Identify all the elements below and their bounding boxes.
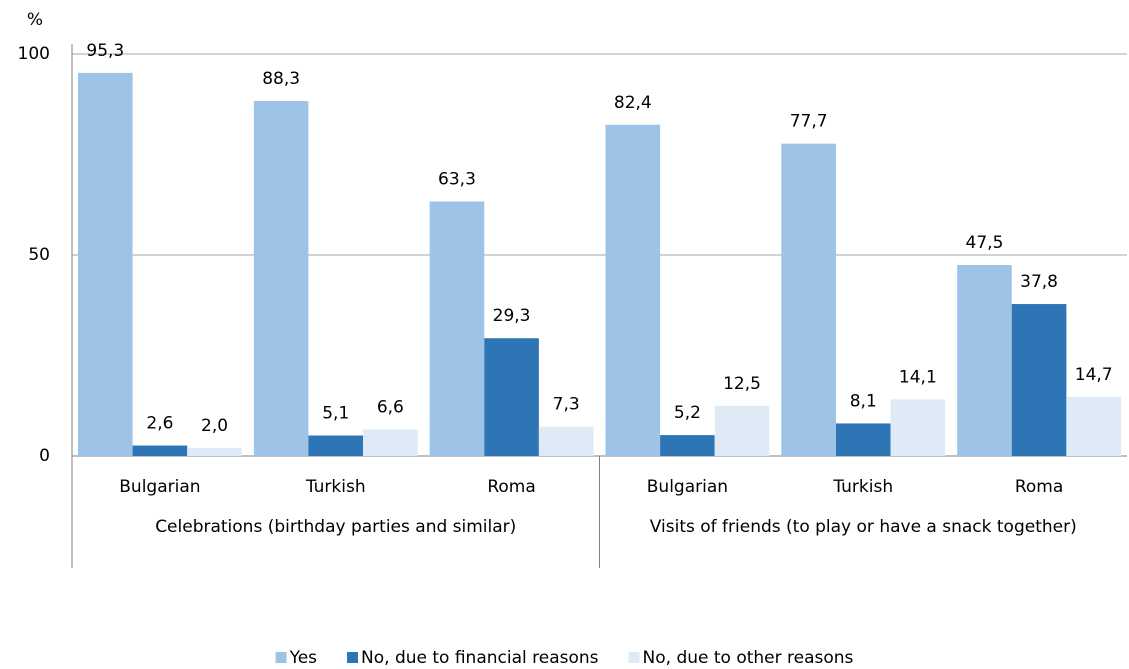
y-axis-unit: % [27, 10, 43, 30]
legend-label: Yes [289, 648, 318, 668]
bar [363, 429, 418, 456]
group-label-box: Visits of friends (to play or have a sna… [649, 517, 1077, 537]
y-tick-label: 50 [28, 245, 50, 265]
value-label: 37,8 [1020, 272, 1058, 292]
bar [253, 101, 309, 456]
value-label: 77,7 [790, 112, 828, 132]
bar [484, 338, 539, 456]
x-tick-label: Roma [1015, 477, 1063, 497]
value-label: 82,4 [614, 93, 652, 113]
value-label: 5,1 [322, 403, 349, 423]
x-tick-label: Roma [487, 477, 535, 497]
value-label: 63,3 [438, 170, 476, 190]
y-tick-label: 0 [39, 446, 50, 466]
value-label: 14,7 [1075, 365, 1113, 385]
bar [890, 399, 946, 456]
bar [1011, 304, 1067, 456]
value-label: 95,3 [86, 41, 124, 61]
bar [132, 445, 188, 456]
value-label: 12,5 [723, 374, 761, 394]
bar [605, 124, 661, 456]
value-label: 2,0 [201, 416, 228, 436]
x-tick-label: Bulgarian [119, 477, 200, 497]
bar [957, 265, 1012, 456]
value-label: 88,3 [262, 69, 300, 89]
bar [308, 435, 364, 456]
x-tick-label: Turkish [832, 477, 893, 497]
value-label: 8,1 [850, 391, 877, 411]
group-label: Celebrations (birthday parties and simil… [155, 517, 517, 537]
bar [1066, 396, 1121, 456]
bar [781, 143, 836, 456]
legend-label: No, due to other reasons [643, 648, 854, 668]
legend-label: No, due to financial reasons [361, 648, 599, 668]
value-label: 14,1 [899, 367, 937, 387]
y-tick-label: 100 [18, 44, 50, 64]
value-label: 5,2 [674, 403, 701, 423]
x-tick-label: Turkish [305, 477, 366, 497]
bar [660, 435, 715, 456]
bar [714, 405, 770, 456]
legend-swatch [628, 652, 640, 663]
value-label: 7,3 [553, 395, 580, 415]
group-label-box: Celebrations (birthday parties and simil… [155, 517, 517, 537]
bar [538, 426, 594, 456]
group-label: Visits of friends (to play or have a sna… [649, 517, 1077, 537]
legend-swatch [347, 652, 359, 663]
value-label: 6,6 [377, 397, 404, 417]
bar [78, 72, 133, 457]
value-label: 29,3 [493, 306, 531, 326]
value-label: 2,6 [146, 414, 173, 434]
bar [835, 423, 891, 456]
bar [429, 201, 485, 456]
legend-swatch [275, 652, 287, 663]
bar [187, 447, 242, 456]
x-tick-label: Bulgarian [647, 477, 728, 497]
value-label: 47,5 [966, 233, 1004, 253]
